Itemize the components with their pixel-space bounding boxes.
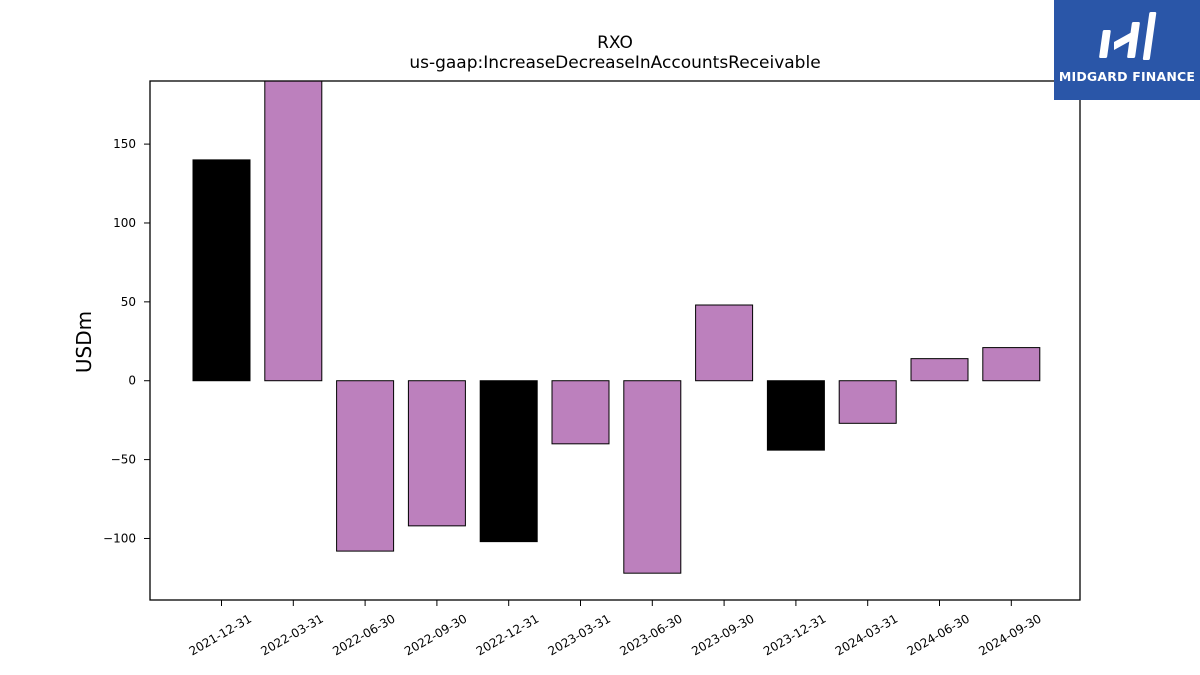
y-tick-label: 0 — [128, 374, 136, 388]
bar-2023-06-30 — [623, 380, 682, 574]
logo-mark-icon — [1099, 12, 1157, 60]
y-tick-label: 50 — [121, 295, 136, 309]
x-tick-label: 2022-09-30 — [402, 611, 469, 658]
bar-2023-03-31 — [551, 380, 610, 445]
x-tick-label: 2023-03-31 — [546, 611, 613, 658]
midgard-finance-logo: MIDGARD FINANCE — [1054, 0, 1200, 100]
bar-2022-09-30 — [407, 380, 466, 527]
x-tick-label: 2024-06-30 — [905, 611, 972, 658]
bar-2022-03-31 — [264, 80, 323, 382]
y-tick-label: 150 — [113, 137, 136, 151]
bar-2023-09-30 — [695, 304, 754, 382]
bar-2023-12-31 — [766, 380, 825, 451]
plot-frame — [149, 80, 1081, 601]
bar-2022-06-30 — [336, 380, 395, 552]
x-tick-label: 2022-06-30 — [330, 611, 397, 658]
logo-text: MIDGARD FINANCE — [1058, 69, 1196, 84]
bars-group — [192, 80, 1041, 574]
x-tick-label: 2024-03-31 — [833, 611, 900, 658]
y-tick-label: −100 — [103, 531, 136, 545]
x-tick-label: 2022-12-31 — [474, 611, 541, 658]
y-ticks-group: −100 −50 0 50 100 150 — [103, 137, 150, 545]
bar-2024-06-30 — [910, 358, 969, 382]
bar-2022-12-31 — [479, 380, 538, 543]
bar-2024-03-31 — [838, 380, 897, 424]
x-tick-label: 2024-09-30 — [976, 611, 1043, 658]
x-tick-label: 2022-03-31 — [258, 611, 325, 658]
chart-subtitle: us-gaap:IncreaseDecreaseInAccountsReceiv… — [409, 53, 820, 73]
x-tick-label: 2023-12-31 — [761, 611, 828, 658]
x-ticks-group: 2021-12-31 2022-03-31 2022-06-30 2022-09-30… — [187, 600, 1044, 658]
chart-title: RXO — [597, 33, 633, 53]
y-tick-label: −50 — [111, 453, 136, 467]
x-tick-label: 2023-06-30 — [617, 611, 684, 658]
bar-2021-12-31 — [192, 159, 251, 382]
x-tick-label: 2021-12-31 — [187, 611, 254, 658]
y-tick-label: 100 — [113, 216, 136, 230]
x-tick-label: 2023-09-30 — [689, 611, 756, 658]
y-axis-label: USDm — [72, 311, 96, 373]
bar-2024-09-30 — [982, 347, 1041, 382]
